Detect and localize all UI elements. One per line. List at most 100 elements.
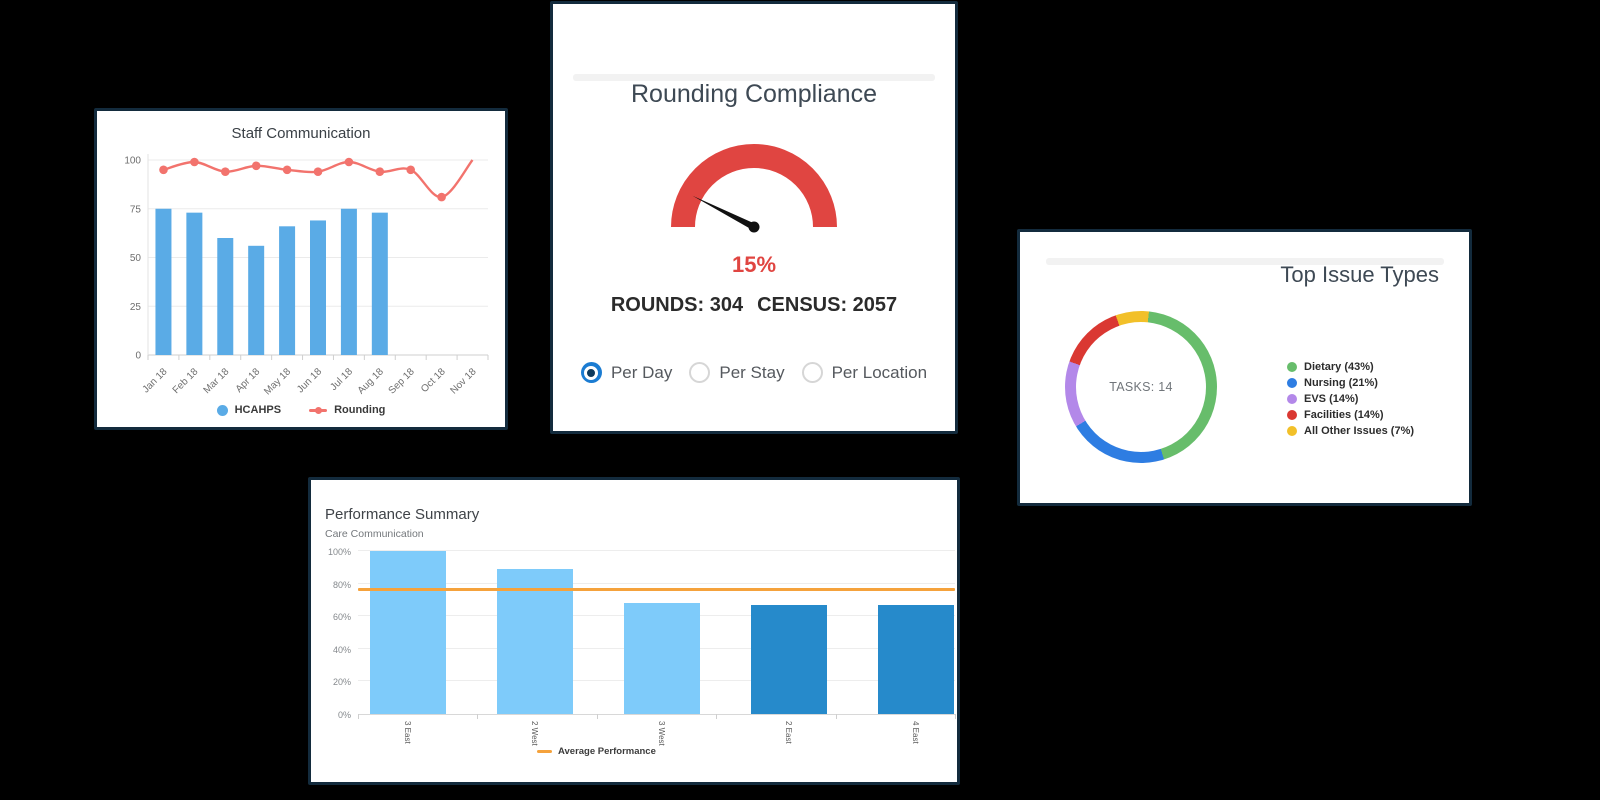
census-stat: CENSUS: 2057 xyxy=(757,294,898,316)
gauge-needle-pivot xyxy=(748,221,760,233)
performance-subtitle: Care Communication xyxy=(325,528,424,540)
gridline xyxy=(358,550,955,551)
gauge-needle xyxy=(692,195,756,230)
gauge-arc xyxy=(671,144,837,228)
radio-label: Per Location xyxy=(831,362,928,382)
average-line-legend-icon xyxy=(537,750,552,753)
staff-chart-title: Staff Communication xyxy=(231,125,371,142)
performance-bar-2-west xyxy=(497,568,573,714)
rounding-point xyxy=(344,157,354,167)
rounding-compliance-card: Rounding Compliance 15% ROUNDS: 304 CENS… xyxy=(550,1,958,434)
y-tick-label: 40% xyxy=(332,644,351,655)
hcahps-bar xyxy=(186,212,203,355)
header-divider xyxy=(1046,258,1444,265)
x-tick-label: 3 West xyxy=(657,721,666,746)
rounding-legend-label: Rounding xyxy=(334,404,386,416)
hcahps-bar xyxy=(279,226,296,355)
top-issue-types-card: Top Issue Types TASKS: 14 Dietary (43%) N… xyxy=(1017,229,1472,506)
x-tick-label: Jun 18 xyxy=(295,366,324,395)
gauge-value: 15% xyxy=(731,252,777,277)
radio-per-location[interactable]: Per Location xyxy=(801,362,928,383)
rounding-point xyxy=(437,192,446,202)
staff-communication-card: Staff Communication 0 25 50 75 100 Jan 18 Feb … xyxy=(94,108,508,430)
x-tick-label: 2 West xyxy=(530,721,539,746)
x-tick-label: 3 East xyxy=(403,721,412,744)
gridline xyxy=(358,582,955,584)
legend-label: All Other Issues (7%) xyxy=(1304,425,1415,437)
x-tick-label: Mar 18 xyxy=(202,366,232,396)
legend-item-rounding[interactable]: Rounding xyxy=(309,404,385,416)
staff-communication-chart: 0 25 50 75 100 Jan 18 Feb 18 Mar 18 Apr 18 May 18… xyxy=(124,154,489,397)
x-tick-label: Feb 18 xyxy=(171,366,201,396)
y-tick-label: 100 xyxy=(124,156,141,167)
performance-legend: Average Performance xyxy=(537,746,656,757)
x-tick-label: Oct 18 xyxy=(419,366,448,395)
y-tick-label: 0% xyxy=(337,710,351,720)
rounding-point xyxy=(251,161,261,171)
gauge-stats: ROUNDS: 304 CENSUS: 2057 xyxy=(553,294,955,317)
staff-chart-legend: HCAHPS Rounding xyxy=(97,404,505,416)
x-tick-label: Jan 18 xyxy=(141,366,170,395)
legend-label: Nursing (21%) xyxy=(1304,377,1378,389)
y-tick-label: 75 xyxy=(130,204,142,215)
x-tick-label: May 18 xyxy=(262,366,293,397)
legend-item-hcahps[interactable]: HCAHPS xyxy=(216,404,282,416)
average-line-legend-label: Average Performance xyxy=(558,746,656,757)
x-tick xyxy=(358,714,359,719)
x-tick-label: Aug 18 xyxy=(356,366,386,396)
radio-per-stay[interactable]: Per Stay xyxy=(689,362,785,383)
y-tick-label: 80% xyxy=(332,579,351,590)
average-performance-line xyxy=(358,588,955,592)
rounding-point xyxy=(282,165,292,175)
x-tick-label: 4 East xyxy=(911,721,920,744)
rounds-stat: ROUNDS: 304 xyxy=(610,294,744,316)
gauge-mode-radio-group: Per Day Per Stay Per Location xyxy=(553,362,955,383)
legend-dot-icon xyxy=(1287,378,1297,388)
top-issues-donut-chart: TASKS: 14 xyxy=(1065,311,1217,463)
performance-bar-2-east xyxy=(751,604,827,714)
legend-dot-icon xyxy=(1287,362,1297,372)
hcahps-legend-dot-icon xyxy=(216,404,228,416)
rounding-line xyxy=(163,159,474,199)
x-tick-label: Apr 18 xyxy=(234,366,263,395)
hcahps-bar xyxy=(248,245,265,355)
header-divider xyxy=(573,74,935,81)
legend-dot-icon xyxy=(1287,410,1297,420)
performance-bar-chart xyxy=(358,550,956,719)
gauge-title: Rounding Compliance xyxy=(631,80,877,108)
issues-legend: Dietary (43%) Nursing (21%) EVS (14%) Facil… xyxy=(1287,359,1414,439)
rounding-point xyxy=(221,167,230,176)
rounding-point xyxy=(406,165,416,175)
radio-label: Per Stay xyxy=(719,362,785,382)
radio-unselected-icon[interactable] xyxy=(801,362,823,383)
x-tick xyxy=(955,714,956,719)
x-tick xyxy=(477,714,479,719)
issues-legend-item: Facilities (14%) xyxy=(1287,407,1414,423)
radio-unselected-icon[interactable] xyxy=(689,362,711,383)
issues-legend-item: Dietary (43%) xyxy=(1287,359,1414,375)
issues-legend-item: Nursing (21%) xyxy=(1287,375,1414,391)
x-tick-label: Nov 18 xyxy=(448,366,478,396)
hcahps-bar xyxy=(340,208,357,355)
legend-label: Facilities (14%) xyxy=(1304,409,1384,421)
rounding-point xyxy=(159,165,168,175)
legend-dot-icon xyxy=(1287,426,1297,436)
issues-title: Top Issue Types xyxy=(1280,262,1439,287)
y-tick-label: 60% xyxy=(332,612,351,623)
radio-selected-icon[interactable] xyxy=(580,362,602,383)
issues-legend-item: EVS (14%) xyxy=(1287,391,1414,407)
x-tick xyxy=(716,714,718,719)
y-tick-label: 20% xyxy=(332,677,351,688)
radio-label: Per Day xyxy=(610,362,673,382)
issues-legend-item: All Other Issues (7%) xyxy=(1287,423,1414,439)
radio-per-day[interactable]: Per Day xyxy=(580,362,673,383)
donut-center-label: TASKS: 14 xyxy=(1109,380,1173,394)
x-tick-label: Sep 18 xyxy=(387,366,417,396)
performance-title: Performance Summary xyxy=(325,506,480,523)
rounding-legend-marker-icon xyxy=(309,406,328,415)
hcahps-legend-label: HCAHPS xyxy=(234,404,282,416)
hcahps-bar xyxy=(217,238,234,355)
performance-bar-4-east xyxy=(878,604,954,714)
x-tick xyxy=(596,714,598,719)
